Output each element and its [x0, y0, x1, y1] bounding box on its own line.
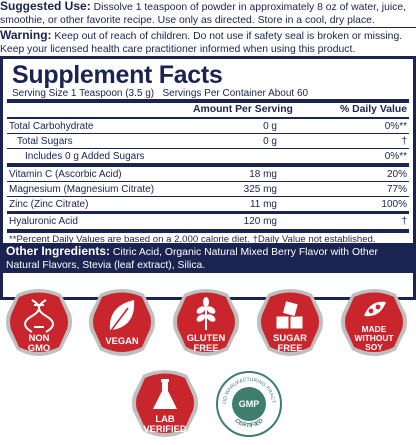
badge-shape — [132, 370, 198, 437]
supplement-facts-title: Supplement Facts — [12, 61, 223, 89]
gmp-certified-seal: GOOD MANUFACTURING PRACTICE CERTIFIED GM… — [214, 367, 282, 437]
facts-header: Amount Per Serving % Daily Value — [7, 103, 409, 117]
nutrient-dv: 0%** — [384, 151, 407, 162]
badge-non-gmo: NON GMO — [5, 286, 73, 360]
nutrient-name: Vitamin C (Ascorbic Acid) — [9, 169, 122, 180]
badge-line: VEGAN — [105, 335, 139, 346]
badge-made-without-soy: MADE WITHOUT SOY — [340, 286, 408, 360]
badge-line: GMO — [27, 341, 51, 353]
nutrient-name: Zinc (Zinc Citrate) — [9, 199, 89, 210]
warning: Warning: Keep out of reach of children. … — [0, 27, 416, 56]
badge-label: NON GMO — [5, 333, 73, 352]
supplement-facts-panel: Supplement Facts Serving Size 1 Teaspoon… — [0, 56, 416, 300]
other-ingredients-label: Other Ingredients: — [6, 244, 111, 258]
sugar-cubes-icon — [275, 300, 304, 330]
gmp-center-text: GMP — [239, 399, 260, 409]
divider-thick — [7, 229, 409, 233]
badge-label: LAB VERIFIED — [131, 414, 199, 433]
badge-lab-verified: LAB VERIFIED — [131, 367, 199, 441]
nutrient-dv: † — [401, 216, 407, 227]
leaf-icon — [109, 300, 135, 333]
serving-size: Serving Size 1 Teaspoon (3.5 g) — [12, 88, 155, 99]
badge-line: WITHOUT — [354, 332, 394, 343]
divider — [7, 212, 409, 214]
nutrient-dv: 0%** — [384, 121, 407, 132]
facts-footnote: **Percent Daily Values are based on a 2,… — [9, 234, 376, 245]
badge-label: GLUTEN FREE — [172, 333, 240, 352]
dna-icon — [24, 299, 54, 333]
column-amount-header: Amount Per Serving — [193, 104, 293, 115]
badge-shape — [89, 289, 155, 356]
suggested-use: Suggested Use: Dissolve 1 teaspoon of po… — [0, 0, 416, 27]
servings-per-container: Servings Per Container About 60 — [162, 88, 309, 99]
facts-row: Total Sugars 0 g † — [7, 134, 409, 149]
nutrient-amount: 0 g — [263, 121, 277, 132]
nutrient-name: Total Carbohydrate — [9, 121, 94, 132]
serving-info: Serving Size 1 Teaspoon (3.5 g) Servings… — [12, 88, 308, 99]
column-dv-header: % Daily Value — [340, 104, 407, 115]
facts-row: Total Carbohydrate 0 g 0%** — [7, 119, 409, 134]
divider-thick — [7, 99, 409, 103]
nutrient-amount: 0 g — [263, 136, 277, 147]
badge-sugar-free: SUGAR FREE — [256, 286, 324, 360]
badge-line: LAB — [155, 413, 175, 424]
nutrient-dv: 77% — [386, 184, 407, 195]
badge-label: VEGAN — [88, 336, 156, 346]
badge-line: MADE — [361, 324, 387, 334]
facts-row: Hyaluronic Acid 120 mg † — [7, 214, 409, 229]
nutrient-amount: 120 mg — [243, 216, 277, 227]
facts-row: Magnesium (Magnesium Citrate) 325 mg 77% — [7, 182, 409, 197]
badge-shape — [6, 289, 72, 356]
badge-line: GLUTEN — [186, 332, 226, 343]
nutrient-name: Total Sugars — [17, 136, 73, 147]
other-ingredients: Other Ingredients: Citric Acid, Organic … — [0, 243, 416, 273]
flask-icon — [153, 379, 177, 409]
suggested-use-text: Dissolve 1 teaspoon of powder in approxi… — [0, 2, 407, 26]
badge-shape — [257, 289, 323, 356]
wheat-icon — [196, 297, 216, 330]
nutrient-amount: 325 mg — [243, 184, 277, 195]
badge-line: NON — [28, 332, 50, 343]
badge-line: SUGAR — [273, 332, 307, 343]
divider-header — [7, 117, 409, 119]
gmp-ring-bottom-text: CERTIFIED — [233, 418, 265, 430]
badge-line: VERIFIED — [143, 422, 187, 434]
nutrient-dv: † — [401, 136, 407, 147]
divider-thick — [7, 164, 409, 167]
nutrient-amount: 11 mg — [249, 199, 277, 210]
gmp-seal-graphic: GOOD MANUFACTURING PRACTICE CERTIFIED GM… — [214, 367, 282, 437]
badge-shape — [173, 289, 239, 356]
facts-row: Includes 0 g Added Sugars 0%** — [7, 149, 409, 164]
badge-line: FREE — [193, 341, 219, 353]
warning-label: Warning: — [0, 28, 52, 42]
badge-line: SOY — [365, 341, 383, 352]
facts-row: Zinc (Zinc Citrate) 11 mg 100% — [7, 197, 409, 212]
nutrient-name: Magnesium (Magnesium Citrate) — [9, 184, 155, 195]
facts-row: Vitamin C (Ascorbic Acid) 18 mg 20% — [7, 167, 409, 182]
nutrient-name: Hyaluronic Acid — [9, 216, 78, 227]
nutrient-name: Includes 0 g Added Sugars — [25, 151, 145, 162]
badge-shape — [341, 289, 407, 356]
badge-label: MADE WITHOUT SOY — [340, 325, 408, 351]
badge-gluten-free: GLUTEN FREE — [172, 286, 240, 360]
badge-label: SUGAR FREE — [256, 333, 324, 352]
badge-line: FREE — [277, 341, 303, 353]
badge-vegan: VEGAN — [88, 286, 156, 360]
suggested-use-label: Suggested Use: — [0, 0, 91, 13]
nutrient-dv: 100% — [381, 199, 407, 210]
other-ingredients-text: Citric Acid, Organic Natural Mixed Berry… — [6, 247, 378, 272]
nutrient-dv: 20% — [386, 169, 407, 180]
warning-text: Keep out of reach of children. Do not us… — [0, 31, 403, 55]
nutrient-amount: 18 mg — [249, 169, 277, 180]
soy-icon — [364, 301, 386, 317]
